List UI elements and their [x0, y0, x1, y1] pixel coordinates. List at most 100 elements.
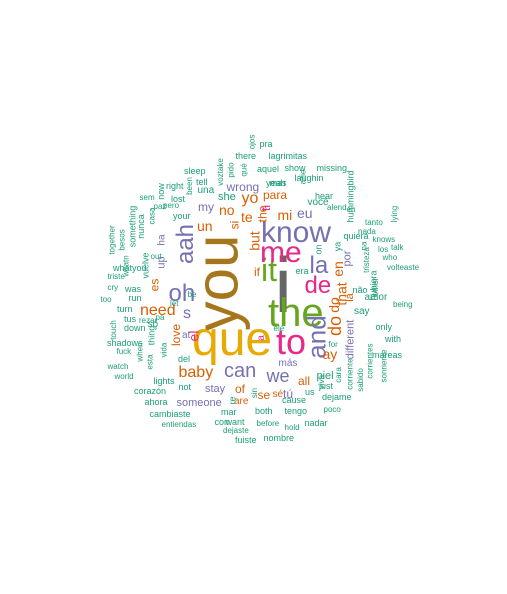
word-shadows: shadows — [107, 337, 143, 348]
word-del: del — [178, 353, 191, 364]
word-alend: alend — [327, 203, 347, 212]
word-thing: thing — [146, 325, 157, 345]
word-she: she — [218, 190, 236, 203]
word-run: run — [128, 292, 142, 303]
word-dejame: dejame — [322, 391, 352, 402]
word-who: who — [382, 253, 398, 262]
word-laughin: laughin — [294, 172, 324, 183]
word-para: para — [263, 188, 288, 202]
word-tanto: tanto — [365, 218, 383, 227]
word-together: together — [107, 225, 117, 255]
word-que: que — [192, 313, 273, 366]
word-when: when — [135, 342, 145, 362]
word-let: let — [170, 299, 179, 308]
word-corazon: corazón — [134, 385, 167, 396]
word-but: but — [246, 231, 263, 251]
word-nao: não — [352, 284, 368, 295]
word-lights: lights — [153, 375, 175, 386]
word-corriente: corriente — [345, 358, 355, 390]
word-una: una — [197, 185, 215, 196]
word-someone: someone — [176, 396, 222, 409]
word-ya: ya — [332, 241, 343, 251]
word-volteaste: volteaste — [387, 263, 420, 272]
word-mas: más — [278, 358, 298, 369]
word-mas: mas — [269, 177, 287, 188]
word-hummingbird: hummingbird — [345, 169, 356, 223]
word-my: my — [198, 200, 214, 214]
word-hear: hear — [315, 190, 334, 201]
word-there: there — [235, 150, 257, 161]
word-cry: cry — [107, 283, 119, 292]
word-was: was — [125, 283, 142, 294]
word-dejaste: dejaste — [223, 426, 249, 435]
word-sem: sem — [139, 193, 155, 202]
word-corrientes: corrientes — [365, 343, 375, 379]
word-both: both — [255, 405, 273, 416]
word-hold: hold — [284, 423, 300, 432]
word-tristeza: tristeza — [361, 247, 371, 273]
word-mar: mar — [221, 406, 237, 417]
word-lying: lying — [390, 205, 400, 223]
word-te: te — [241, 209, 253, 225]
word-re: re — [227, 395, 238, 405]
word-ay: ay — [322, 346, 338, 362]
word-paz: paz — [153, 202, 167, 211]
word-pa: pa — [155, 313, 165, 322]
word-viva: viva — [317, 374, 327, 390]
word-amor: amor — [364, 292, 388, 303]
word-ti: ti — [259, 205, 273, 211]
word-fuck: fuck — [116, 347, 132, 356]
word-rezar: rezar — [139, 316, 158, 325]
word-aquel: aquel — [257, 163, 280, 174]
word-knows: knows — [372, 235, 396, 244]
word-right: right — [166, 180, 184, 191]
word-esta: esta — [145, 354, 155, 370]
word-do: do — [325, 315, 346, 337]
word-entiendas: entiendas — [161, 420, 197, 429]
word-casa: casa — [146, 207, 156, 225]
word-now: now — [155, 182, 166, 200]
word-fuiste: fuiste — [235, 434, 257, 445]
word-yo: yo — [241, 190, 259, 207]
word-pero: pero — [163, 201, 180, 210]
word-can: can — [224, 360, 257, 382]
word-tus: tus — [124, 313, 137, 324]
word-nada: nada — [358, 227, 376, 236]
word-piel: piel — [316, 369, 334, 382]
word-been: been — [184, 177, 194, 195]
word-want: want — [225, 416, 245, 427]
word-at: at — [182, 330, 191, 341]
word-tengo: tengo — [284, 405, 308, 416]
word-cambiaste: cambiaste — [149, 408, 191, 419]
word-oh: oh — [168, 280, 196, 307]
word-sin: sin — [250, 387, 260, 399]
word-nombre: nombre — [263, 432, 295, 443]
word-de: de — [304, 272, 332, 299]
word-be: be — [187, 290, 197, 299]
word-down: down — [124, 322, 146, 333]
word-ahora: ahora — [144, 396, 168, 407]
word-la: la — [309, 252, 329, 279]
word-it: it — [261, 252, 277, 288]
word-voztake: voztake — [215, 158, 225, 186]
word-nunca: nunca — [135, 213, 146, 239]
word-baby: baby — [178, 364, 214, 381]
word-un: un — [197, 218, 213, 234]
word-cara: cara — [333, 367, 343, 383]
word-los: los — [378, 245, 389, 254]
word-if: if — [254, 265, 260, 279]
word-before: before — [256, 419, 280, 428]
word-watch: watch — [107, 362, 129, 371]
word-on: on — [313, 243, 324, 255]
word-eu: eu — [297, 205, 313, 221]
word-tell: tell — [196, 176, 208, 187]
word-talk: talk — [391, 243, 404, 252]
word-whatyou: whatyou — [113, 262, 147, 273]
word-are: are — [234, 396, 249, 407]
word-world: world — [114, 372, 134, 381]
word-me: me — [260, 236, 302, 269]
word-s: s — [183, 305, 191, 322]
word-yeah: yeah — [266, 177, 286, 188]
word-need: need — [140, 302, 176, 319]
word-se: sé — [272, 389, 284, 400]
